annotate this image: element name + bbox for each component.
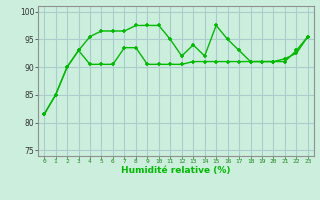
X-axis label: Humidité relative (%): Humidité relative (%) [121, 166, 231, 175]
